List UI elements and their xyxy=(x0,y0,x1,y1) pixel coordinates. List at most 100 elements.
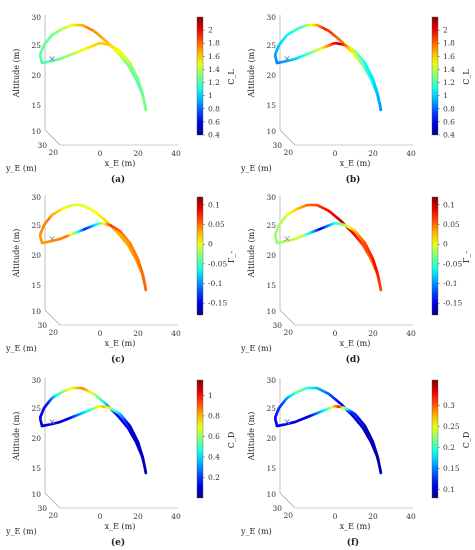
colorbar-tick-label: 1.6 xyxy=(443,52,455,61)
z-tick-label: 10 xyxy=(31,307,41,316)
y-axis-line xyxy=(279,492,296,509)
panel-caption: (f) xyxy=(347,537,359,548)
y-tick-label: 30 xyxy=(37,321,47,330)
colorbar xyxy=(431,379,439,499)
colorbar-label: C_D xyxy=(227,432,236,449)
z-axis-label: Altitude (m) xyxy=(12,412,21,462)
x-tick-label: 20 xyxy=(368,149,378,158)
colorbar-label: C_D xyxy=(462,432,471,449)
x-tick-label: 0 xyxy=(98,512,103,521)
z-tick-label: 20 xyxy=(31,71,41,80)
z-tick-label: 30 xyxy=(31,376,41,385)
colorbar-tick-label: -0.05 xyxy=(443,259,462,268)
trajectory-line xyxy=(39,203,148,292)
z-tick-label: 15 xyxy=(266,101,276,110)
x-tick-label: 40 xyxy=(171,329,181,338)
colorbar-tick-label: 0.05 xyxy=(208,220,225,229)
colorbar-tick-label: 0.1 xyxy=(443,200,455,209)
colorbar-tick-label: 0.15 xyxy=(443,464,460,473)
colorbar-tick-label: 0.8 xyxy=(208,411,220,420)
colorbar-tick-label: 0 xyxy=(443,240,448,249)
colorbar-tick-label: 0.25 xyxy=(443,422,460,431)
colorbar-tick-label: 1 xyxy=(443,91,448,100)
colorbar-tick-label: 0.8 xyxy=(443,104,455,113)
z-tick-label: 15 xyxy=(266,464,276,473)
start-marker-icon: ✕ xyxy=(48,418,56,428)
colorbar-tick-label: 2 xyxy=(208,26,213,35)
z-tick-label: 30 xyxy=(31,193,41,202)
z-tick-label: 25 xyxy=(266,41,276,50)
x-tick-label: 0 xyxy=(333,329,338,338)
x-tick-label: 40 xyxy=(406,149,416,158)
colorbar-tick-label: 1.2 xyxy=(208,78,220,87)
z-tick-label: 25 xyxy=(31,41,41,50)
colorbar-tick-label: 1.8 xyxy=(208,39,220,48)
colorbar-tick-label: 1.8 xyxy=(443,39,455,48)
start-marker-icon: ✕ xyxy=(283,235,291,245)
colorbar-label: C_L xyxy=(462,69,471,85)
colorbar-label: C_L xyxy=(227,69,236,85)
colorbar-tick-label: 0.2 xyxy=(208,473,220,482)
colorbar-tick-label: 0 xyxy=(208,240,213,249)
y-axis-line xyxy=(44,309,61,326)
x-tick-label: 0 xyxy=(333,149,338,158)
y-axis-label: y_E (m) xyxy=(240,344,272,353)
panel-caption: (b) xyxy=(346,174,361,185)
y-tick-label: 20 xyxy=(283,148,293,157)
y-axis-label: y_E (m) xyxy=(5,344,37,353)
colorbar-tick-label: -0.1 xyxy=(208,279,222,288)
colorbar-tick-label: 1.6 xyxy=(208,52,220,61)
x-tick-label: 20 xyxy=(368,329,378,338)
panel-caption: (c) xyxy=(111,354,125,365)
z-axis-label: Altitude (m) xyxy=(247,229,256,279)
z-tick-label: 30 xyxy=(266,193,276,202)
z-tick-label: 15 xyxy=(31,464,41,473)
y-axis-label: y_E (m) xyxy=(5,164,37,173)
colorbar-tick-label: 1.4 xyxy=(208,65,220,74)
colorbar-tick-label: -0.05 xyxy=(208,259,227,268)
colorbar-tick-label: -0.1 xyxy=(443,279,457,288)
z-tick-label: 10 xyxy=(266,127,276,136)
z-tick-label: 30 xyxy=(266,376,276,385)
colorbar-tick-label: 0.4 xyxy=(443,131,455,140)
colorbar-tick-label: 1.4 xyxy=(443,65,455,74)
colorbar-tick-label: 0.8 xyxy=(208,104,220,113)
y-tick-label: 20 xyxy=(283,328,293,337)
colorbar-tick-label: -0.15 xyxy=(443,299,462,308)
x-tick-label: 40 xyxy=(406,329,416,338)
colorbar xyxy=(196,196,204,316)
x-tick-label: 0 xyxy=(98,149,103,158)
z-tick-label: 20 xyxy=(266,251,276,260)
colorbar-tick-label: 0.4 xyxy=(208,131,220,140)
y-tick-label: 20 xyxy=(48,328,58,337)
x-tick-label: 0 xyxy=(333,512,338,521)
y-tick-label: 30 xyxy=(37,504,47,513)
panel-caption: (a) xyxy=(111,174,125,185)
x-axis-label: x_E (m) xyxy=(340,339,371,348)
y-axis-line xyxy=(279,309,296,326)
y-tick-label: 30 xyxy=(272,141,282,150)
z-tick-label: 20 xyxy=(266,434,276,443)
colorbar xyxy=(431,16,439,136)
z-tick-label: 15 xyxy=(266,281,276,290)
y-axis-line xyxy=(44,492,61,509)
colorbar-tick-label: 0.1 xyxy=(208,200,220,209)
colorbar-tick-label: 0.4 xyxy=(208,452,220,461)
colorbar-tick-label: 0.6 xyxy=(208,117,220,126)
y-tick-label: 20 xyxy=(48,511,58,520)
z-tick-label: 15 xyxy=(31,281,41,290)
y-tick-label: 20 xyxy=(48,148,58,157)
panel-caption: (e) xyxy=(111,537,125,548)
z-tick-label: 10 xyxy=(266,490,276,499)
colorbar-tick-label: 1 xyxy=(208,391,213,400)
x-tick-label: 20 xyxy=(133,329,143,338)
z-tick-label: 10 xyxy=(266,307,276,316)
trajectory-line xyxy=(39,386,148,475)
z-tick-label: 10 xyxy=(31,490,41,499)
